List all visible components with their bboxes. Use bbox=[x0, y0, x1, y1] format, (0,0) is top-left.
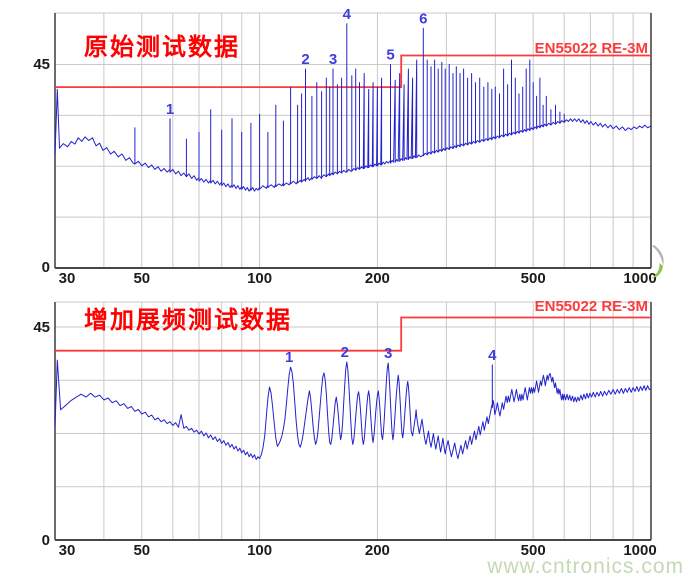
emission-trace bbox=[54, 23, 652, 192]
emission-trace bbox=[54, 359, 652, 460]
peak-marker-label: 5 bbox=[386, 47, 394, 64]
limit-line bbox=[55, 54, 651, 88]
chart2-title: 增加展频测试数据 bbox=[84, 307, 292, 334]
chart2-ytick-0: 0 bbox=[41, 532, 50, 549]
peak-marker-label: 2 bbox=[341, 344, 349, 361]
x-tick-label: 50 bbox=[133, 270, 150, 287]
x-tick-label: 200 bbox=[365, 542, 390, 559]
watermark-text: www.cntronics.com bbox=[487, 555, 684, 578]
x-tick-label: 50 bbox=[133, 542, 150, 559]
peak-marker-label: 2 bbox=[301, 51, 309, 68]
x-tick-label: 100 bbox=[247, 270, 272, 287]
chart2-limit-label: EN55022 RE-3M bbox=[534, 298, 648, 315]
x-tick-label: 100 bbox=[247, 542, 272, 559]
chart1-limit-label: EN55022 RE-3M bbox=[534, 40, 648, 57]
peak-marker-label: 3 bbox=[384, 345, 392, 362]
chart1-title: 原始测试数据 bbox=[84, 34, 240, 61]
chart2-ytick-45: 45 bbox=[33, 319, 50, 336]
peak-marker-label: 1 bbox=[166, 101, 174, 118]
peak-marker-label: 1 bbox=[285, 349, 293, 366]
peak-marker-label: 3 bbox=[329, 51, 337, 68]
chart1-ytick-45: 45 bbox=[33, 56, 50, 73]
peak-marker-label: 4 bbox=[343, 6, 352, 23]
peak-marker-label: 6 bbox=[419, 10, 427, 27]
x-tick-label: 500 bbox=[521, 542, 546, 559]
limit-line bbox=[55, 316, 651, 352]
peak-marker-label: 4 bbox=[488, 347, 497, 364]
x-tick-label: 30 bbox=[59, 542, 76, 559]
x-tick-label: 30 bbox=[59, 270, 76, 287]
x-tick-label: 500 bbox=[521, 270, 546, 287]
x-tick-label: 1000 bbox=[623, 542, 656, 559]
watermark-leaf-icon bbox=[651, 245, 664, 279]
x-tick-label: 200 bbox=[365, 270, 390, 287]
chart1-ytick-0: 0 bbox=[41, 259, 50, 276]
x-tick-label: 1000 bbox=[623, 270, 656, 287]
